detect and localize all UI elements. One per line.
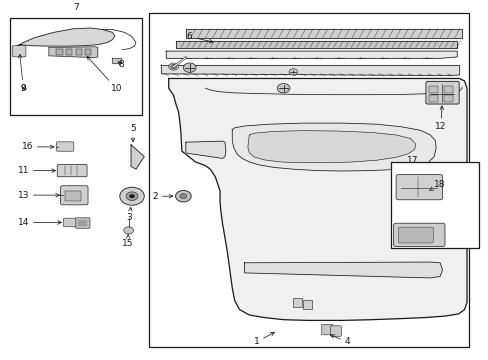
Circle shape [183,63,196,72]
Polygon shape [166,51,456,58]
Text: 2: 2 [152,192,172,201]
FancyBboxPatch shape [61,186,88,205]
Bar [390,162,478,248]
Circle shape [129,194,134,198]
Circle shape [175,190,191,202]
Circle shape [180,194,186,199]
Text: 6: 6 [186,32,213,43]
Text: 8: 8 [118,60,124,69]
Text: 13: 13 [18,191,59,199]
FancyBboxPatch shape [56,142,74,151]
Text: 1: 1 [253,332,274,346]
Polygon shape [131,145,144,169]
Polygon shape [185,29,461,38]
Polygon shape [244,262,442,278]
Text: 18: 18 [429,180,445,190]
Circle shape [126,192,138,201]
Text: 3: 3 [126,207,132,222]
Bar [428,86,437,93]
Bar [421,185,436,194]
Polygon shape [161,66,459,76]
Circle shape [123,227,133,234]
Polygon shape [15,28,115,49]
Text: 11: 11 [18,166,55,175]
Bar [84,49,91,55]
FancyBboxPatch shape [63,218,76,227]
Circle shape [170,64,176,69]
Text: 16: 16 [21,143,54,152]
Bar [56,49,62,55]
Bar [443,95,452,102]
Text: 17: 17 [406,156,417,165]
Bar [66,49,72,55]
FancyBboxPatch shape [76,218,90,228]
FancyBboxPatch shape [398,227,432,243]
Text: 10: 10 [87,57,122,93]
Circle shape [120,187,144,205]
Bar [65,191,81,201]
Text: 15: 15 [122,234,134,248]
Text: 5: 5 [130,125,136,142]
Bar [443,86,452,93]
Bar [149,13,468,347]
FancyBboxPatch shape [330,326,341,336]
FancyBboxPatch shape [57,165,87,177]
Bar [415,171,437,184]
Text: 9: 9 [20,84,26,93]
Polygon shape [168,78,466,320]
Polygon shape [232,123,435,171]
Circle shape [277,84,289,93]
Text: 14: 14 [18,218,61,227]
Text: 12: 12 [434,106,446,131]
FancyBboxPatch shape [12,46,26,57]
Bar [293,298,302,307]
Circle shape [288,69,297,75]
FancyBboxPatch shape [425,81,458,104]
Polygon shape [185,141,225,158]
Polygon shape [112,58,121,63]
Bar [76,49,82,55]
FancyBboxPatch shape [395,175,442,200]
Circle shape [168,63,178,70]
Polygon shape [176,41,456,48]
FancyBboxPatch shape [321,324,332,335]
Polygon shape [49,47,98,58]
Text: 4: 4 [330,335,349,346]
Bar [428,95,437,102]
Polygon shape [247,131,415,163]
Bar [10,18,142,115]
Text: 9: 9 [19,54,26,93]
Bar [303,300,311,309]
FancyBboxPatch shape [393,223,444,247]
Text: 7: 7 [73,4,79,13]
